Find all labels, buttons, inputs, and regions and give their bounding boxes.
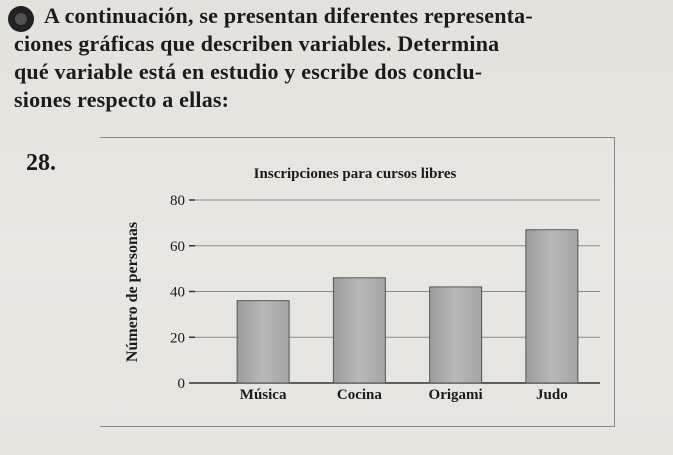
bar-m-sica [236, 300, 290, 384]
instruction-line-1: A continuación, se presentan diferentes … [44, 3, 533, 28]
bar-cocina [332, 277, 386, 384]
y-tick-label: 0 [178, 376, 186, 392]
y-axis-label: Número de personas [124, 222, 141, 362]
bar-origami [429, 286, 483, 384]
x-tick-label: Música [240, 387, 287, 403]
y-tick-label: 60 [170, 239, 185, 255]
instruction-line-4: siones respecto a ellas: [14, 87, 230, 112]
x-tick-label: Judo [536, 387, 568, 403]
y-tick-label: 40 [170, 285, 185, 301]
x-tick-label: Cocina [337, 387, 383, 403]
instruction-line-2: ciones gráficas que describen variables.… [14, 31, 500, 56]
x-tick-label: Origami [429, 387, 483, 403]
exercise-instructions: A continuación, se presentan diferentes … [14, 2, 664, 114]
exercise-number: 28. [26, 150, 56, 176]
bar-judo [525, 229, 579, 384]
chart-title: Inscripciones para cursos libres [254, 166, 457, 182]
bullet-icon [8, 6, 34, 32]
y-tick-label: 80 [170, 193, 185, 209]
chart-frame [100, 137, 615, 427]
instruction-line-3: qué variable está en estudio y escribe d… [14, 59, 483, 84]
y-tick-label: 20 [170, 330, 185, 346]
